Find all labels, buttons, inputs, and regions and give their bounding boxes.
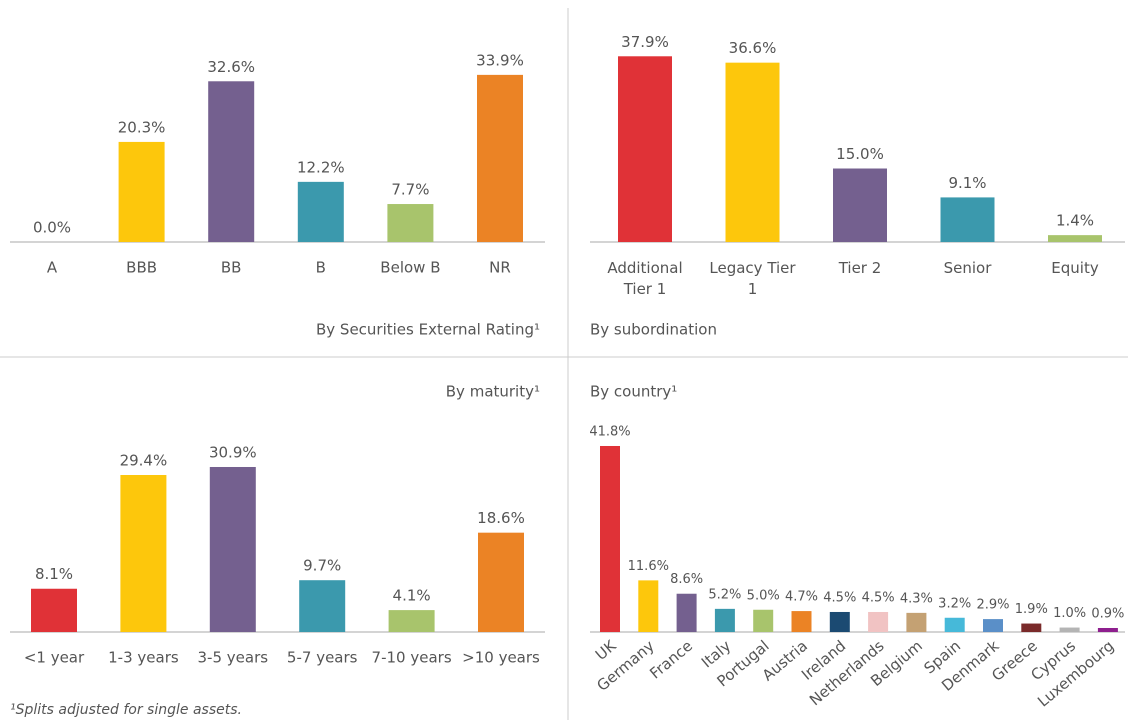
chart-title: By Securities External Rating¹ — [316, 321, 540, 339]
category-label: BBB — [126, 259, 157, 277]
bar — [983, 619, 1003, 632]
category-label: 7-10 years — [372, 649, 452, 667]
value-label: 0.0% — [33, 219, 71, 237]
bar — [940, 197, 995, 242]
category-label: Below B — [380, 259, 440, 277]
category-label: 5-7 years — [287, 649, 358, 667]
category-label: NR — [489, 259, 511, 277]
bar — [638, 580, 659, 632]
value-label: 5.2% — [708, 587, 741, 602]
value-label: 4.7% — [785, 590, 818, 605]
value-label: 29.4% — [120, 452, 168, 470]
value-label: 32.6% — [207, 58, 255, 76]
bar — [387, 204, 434, 242]
value-label: 9.7% — [303, 557, 341, 575]
bar — [676, 593, 697, 632]
value-label: 41.8% — [589, 424, 630, 439]
bar — [477, 74, 523, 242]
chart-title: By subordination — [590, 321, 717, 339]
footnote: ¹Splits adjusted for single assets. — [10, 702, 242, 718]
value-label: 9.1% — [948, 174, 986, 192]
value-label: 30.9% — [209, 443, 257, 461]
bar — [1021, 623, 1042, 632]
bar — [1097, 627, 1118, 632]
value-label: 18.6% — [477, 509, 525, 527]
bar — [829, 611, 850, 632]
bar — [388, 610, 435, 632]
bar — [118, 141, 165, 242]
value-label: 2.9% — [976, 598, 1009, 613]
category-label: 3-5 years — [198, 649, 269, 667]
value-label: 4.5% — [823, 590, 856, 605]
bar — [120, 475, 167, 632]
bar — [1059, 627, 1080, 632]
value-label: 1.4% — [1056, 212, 1094, 230]
category-label-box: Equity — [1051, 259, 1099, 277]
category-label: 1-3 years — [108, 649, 179, 667]
value-label: 37.9% — [621, 33, 669, 51]
category-label: Tier 2 — [838, 259, 882, 277]
value-label: 20.3% — [118, 118, 166, 136]
value-label: 4.3% — [900, 591, 933, 606]
category-label: UK — [592, 636, 620, 664]
bar — [791, 611, 812, 632]
value-label: 4.5% — [862, 590, 895, 605]
category-label: Senior — [943, 259, 992, 277]
bar — [297, 181, 344, 242]
value-label: 3.2% — [938, 596, 971, 611]
bar — [753, 609, 774, 632]
category-label: B — [316, 259, 326, 277]
category-label: Additional Tier 1 — [607, 259, 683, 298]
value-label: 7.7% — [391, 181, 429, 199]
value-label: 1.9% — [1015, 602, 1048, 617]
category-label: Equity — [1051, 259, 1099, 277]
value-label: 4.1% — [393, 587, 431, 605]
bar — [714, 608, 735, 632]
value-label: 1.0% — [1053, 606, 1086, 621]
value-label: 8.6% — [670, 572, 703, 587]
bar — [906, 612, 927, 632]
bar — [209, 466, 256, 632]
category-label: Legacy Tier 1 — [709, 259, 796, 298]
bar — [600, 445, 620, 632]
category-label-box: Additional Tier 1 — [607, 259, 683, 298]
category-label: >10 years — [462, 649, 540, 667]
chart-title: By maturity¹ — [446, 383, 540, 401]
value-label: 5.0% — [747, 588, 780, 603]
bar — [868, 611, 889, 632]
bar — [299, 580, 346, 632]
value-label: 11.6% — [628, 559, 669, 574]
bar — [944, 617, 965, 632]
value-label: 8.1% — [35, 565, 73, 583]
category-label: France — [646, 637, 696, 683]
category-label-box: Senior — [943, 259, 992, 277]
bar — [618, 56, 672, 242]
bar — [833, 168, 887, 242]
value-label: 0.9% — [1091, 606, 1124, 621]
category-label-box: Legacy Tier 1 — [709, 259, 796, 298]
bar — [208, 81, 255, 242]
bar — [31, 588, 77, 632]
value-label: 36.6% — [729, 39, 777, 57]
bar — [478, 532, 524, 632]
category-label: BB — [221, 259, 242, 277]
value-label: 12.2% — [297, 158, 345, 176]
bar — [1048, 235, 1102, 242]
category-label: <1 year — [24, 649, 85, 667]
category-label: A — [47, 259, 58, 277]
category-label-box: Tier 2 — [838, 259, 882, 277]
bar — [725, 62, 780, 242]
value-label: 15.0% — [836, 145, 884, 163]
chart-title: By country¹ — [590, 383, 677, 401]
value-label: 33.9% — [476, 51, 524, 69]
